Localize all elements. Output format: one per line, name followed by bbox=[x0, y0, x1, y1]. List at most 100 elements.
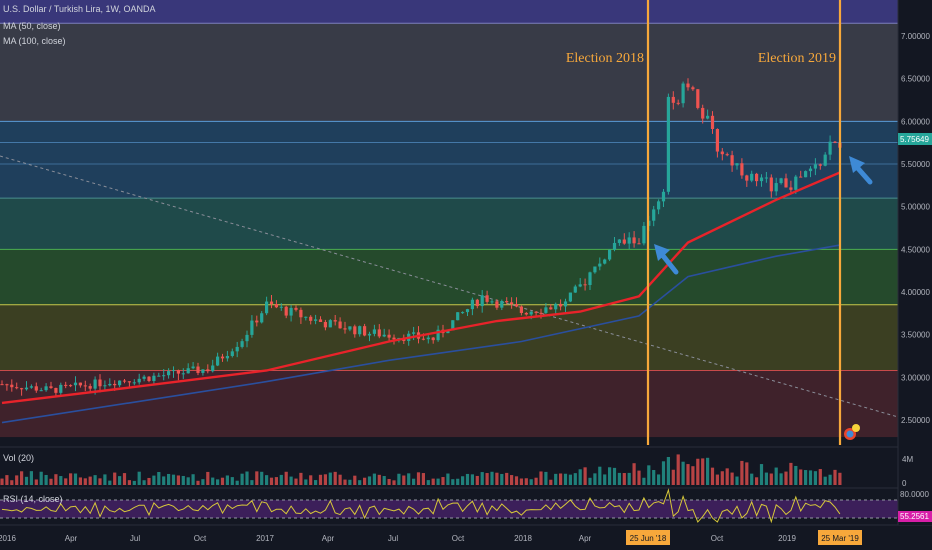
candle bbox=[573, 286, 577, 293]
svg-text:5.75649: 5.75649 bbox=[900, 135, 929, 144]
candle bbox=[206, 369, 210, 372]
price-tick-label: 7.00000 bbox=[901, 32, 930, 41]
volume-bar bbox=[245, 471, 249, 485]
candle bbox=[465, 309, 470, 313]
candle bbox=[431, 337, 435, 341]
volume-bar bbox=[794, 465, 798, 485]
ma50-line bbox=[1, 171, 841, 405]
volume-bar bbox=[539, 471, 543, 485]
volume-bar bbox=[441, 477, 445, 485]
volume-bar bbox=[265, 475, 269, 485]
volume-bar bbox=[137, 471, 141, 485]
candle bbox=[539, 312, 543, 314]
candle bbox=[372, 329, 376, 334]
volume-bar bbox=[181, 475, 185, 485]
election-markers: Election 2018 Election 2019 bbox=[566, 0, 842, 445]
rsi-label[interactable]: RSI (14, close) bbox=[3, 494, 63, 504]
volume-bar bbox=[397, 473, 401, 485]
volume-bar bbox=[44, 474, 48, 485]
candle bbox=[122, 380, 127, 382]
rsi-value-tag: 55.2561 bbox=[898, 511, 932, 522]
volume-bar bbox=[269, 477, 274, 485]
volume-bar bbox=[480, 472, 484, 485]
ma50-legend[interactable]: MA (50, close) bbox=[3, 21, 61, 31]
volume-bar bbox=[823, 476, 827, 485]
candle bbox=[382, 334, 386, 337]
volume-bar bbox=[113, 472, 117, 485]
candle bbox=[676, 102, 680, 104]
candle bbox=[710, 115, 715, 130]
volume-bar bbox=[279, 474, 283, 485]
candle bbox=[269, 301, 274, 305]
rsi-tick: 80.0000 bbox=[900, 490, 929, 499]
candle bbox=[103, 385, 107, 387]
volume-bar bbox=[211, 477, 215, 485]
candle bbox=[701, 107, 705, 119]
candle bbox=[318, 319, 323, 323]
volume-bar bbox=[510, 475, 514, 485]
candle bbox=[750, 173, 754, 181]
volume-bar bbox=[642, 477, 646, 485]
volume-bar bbox=[24, 476, 29, 485]
volume-bar bbox=[171, 474, 176, 485]
volume-bar bbox=[323, 474, 327, 485]
volume-bar bbox=[691, 466, 695, 485]
time-tick-label: 2018 bbox=[514, 534, 532, 543]
volume-bar bbox=[421, 473, 425, 485]
volume-bar bbox=[377, 474, 381, 485]
time-tick-label: 2016 bbox=[0, 534, 16, 543]
candle bbox=[171, 370, 176, 372]
volume-bar bbox=[304, 479, 308, 485]
candle bbox=[44, 386, 48, 391]
symbol-title[interactable]: U.S. Dollar / Turkish Lira, 1W, OANDA bbox=[3, 4, 156, 14]
volume-bar bbox=[426, 480, 430, 485]
volume-label[interactable]: Vol (20) bbox=[3, 453, 35, 463]
candle bbox=[686, 83, 690, 88]
volume-bar bbox=[284, 471, 288, 485]
volume-bar bbox=[725, 468, 729, 485]
volume-bar bbox=[505, 472, 509, 485]
volume-bar bbox=[191, 474, 195, 485]
volume-bar bbox=[431, 478, 435, 485]
volume-bar bbox=[318, 474, 323, 485]
volume-bar bbox=[774, 467, 778, 485]
candle bbox=[108, 383, 112, 386]
candle bbox=[470, 299, 474, 310]
volume-bar bbox=[142, 480, 146, 485]
candle bbox=[181, 373, 185, 375]
volume-bar bbox=[676, 454, 680, 485]
candle bbox=[823, 154, 827, 166]
volume-bar bbox=[730, 472, 734, 485]
volume-bar bbox=[647, 465, 651, 485]
volume-bar bbox=[759, 464, 764, 485]
candle bbox=[54, 387, 58, 393]
ma100-legend[interactable]: MA (100, close) bbox=[3, 36, 66, 46]
candle bbox=[588, 272, 592, 286]
volume-bar bbox=[98, 478, 102, 485]
volume-bar bbox=[544, 471, 548, 485]
candle bbox=[363, 326, 367, 336]
candle bbox=[412, 332, 416, 334]
volume-bar bbox=[294, 478, 298, 485]
volume-bar bbox=[348, 479, 352, 485]
volume-bar bbox=[818, 469, 822, 485]
volume-bar bbox=[220, 477, 225, 485]
candle bbox=[784, 178, 788, 188]
candle bbox=[578, 284, 582, 287]
candle bbox=[328, 320, 332, 328]
candle bbox=[39, 390, 43, 392]
events-icon[interactable] bbox=[844, 424, 860, 440]
candle bbox=[245, 334, 249, 342]
candle bbox=[500, 301, 504, 308]
volume-bar bbox=[132, 480, 136, 485]
volume-bar bbox=[78, 477, 82, 485]
candle bbox=[162, 375, 166, 377]
candle bbox=[485, 295, 489, 302]
candle bbox=[544, 307, 548, 313]
volume-bar bbox=[461, 476, 465, 485]
time-tick-label: Oct bbox=[194, 534, 207, 543]
volume-bar bbox=[15, 475, 19, 485]
fib-band bbox=[0, 198, 898, 250]
candle bbox=[186, 368, 190, 374]
